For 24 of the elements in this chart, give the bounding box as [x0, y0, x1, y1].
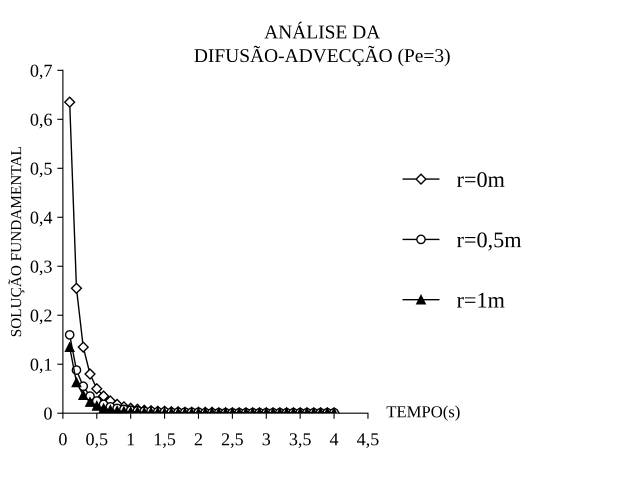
x-tick-label: 3,5 [290, 433, 311, 448]
x-tick-label: 1 [128, 433, 134, 446]
legend-label: r=0m [456, 172, 505, 188]
x-tick-label: 0 [59, 433, 67, 446]
x-tick-label: 4 [330, 433, 338, 446]
legend-label: r=0,5m [456, 232, 522, 251]
x-tick-label: 4,5 [357, 433, 379, 448]
x-tick-label: 2,5 [222, 433, 243, 448]
y-tick-label: 0 [44, 407, 52, 420]
y-tick-label: 0,3 [30, 260, 52, 276]
y-tick-label: 0,7 [30, 64, 52, 80]
x-tick-label: 2 [194, 433, 202, 446]
chart-title: ANÁLISE DA DIFUSÃO-ADVECÇÃO (Pe=3) [194, 22, 450, 66]
y-tick-label: 0,2 [30, 310, 52, 324]
y-axis-title: SOLUÇÃO FUNDAMENTAL [8, 147, 24, 336]
y-tick-label: 0,1 [30, 358, 52, 374]
x-tick-label: 0,5 [86, 433, 108, 448]
y-tick-label: 0,4 [30, 212, 52, 226]
y-tick-label: 0,6 [30, 114, 52, 128]
legend-label: r=1m [456, 292, 505, 308]
x-axis-title: TEMPO(s) [386, 406, 460, 421]
y-tick-label: 0,5 [30, 162, 52, 178]
x-tick-label: 3 [262, 433, 270, 446]
x-tick-label: 1,5 [154, 433, 176, 448]
